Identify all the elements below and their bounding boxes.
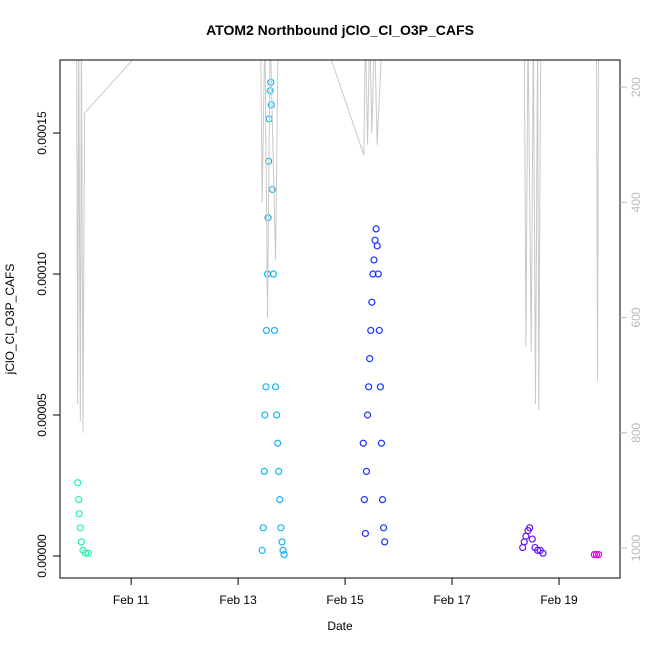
x-axis-label: Date (327, 619, 353, 633)
point (381, 538, 389, 546)
chart-title: ATOM2 Northbound jClO_Cl_O3P_CAFS (206, 22, 474, 38)
point (269, 270, 278, 278)
point (374, 270, 382, 278)
point (370, 256, 378, 264)
point (375, 326, 383, 335)
y2-tick-label: 1000 (629, 534, 643, 561)
point (373, 242, 381, 250)
point (268, 185, 276, 194)
point (363, 411, 372, 419)
point (360, 496, 368, 504)
point (276, 496, 284, 504)
x-tick-label: Feb 17 (433, 593, 471, 607)
point (77, 538, 85, 546)
x-tick-label: Feb 11 (113, 593, 150, 607)
point (273, 411, 281, 419)
point (379, 524, 388, 532)
point (260, 467, 268, 476)
point (278, 538, 286, 546)
point (365, 383, 373, 391)
point (366, 355, 374, 363)
y-tick-label: 0.00010 (35, 252, 49, 296)
point (75, 510, 83, 518)
point (275, 467, 283, 476)
point (271, 383, 280, 391)
point (280, 550, 288, 559)
point (362, 467, 371, 476)
x-tick-label: Feb 19 (540, 593, 578, 607)
point (75, 496, 83, 504)
point (262, 326, 271, 335)
point (367, 326, 375, 335)
point (76, 524, 84, 532)
point (277, 524, 285, 532)
point (274, 439, 282, 447)
point (372, 225, 380, 233)
point (259, 524, 267, 532)
point (74, 479, 82, 487)
y2-tick-label: 200 (629, 77, 643, 97)
x-tick-label: Feb 15 (326, 593, 364, 607)
point (526, 524, 534, 532)
point (261, 411, 269, 419)
point (369, 270, 377, 278)
altitude-line (76, 60, 600, 433)
point (270, 326, 279, 335)
point (258, 546, 266, 554)
point (368, 298, 376, 306)
y-axis-label: jClO_Cl_O3P_CAFS (3, 264, 17, 376)
point (592, 550, 601, 559)
y-tick-label: 0.00005 (35, 393, 49, 437)
point (534, 546, 542, 554)
y-tick-label: 0.00000 (35, 534, 49, 578)
point (377, 439, 386, 447)
y2-tick-label: 400 (629, 192, 643, 212)
y2-tick-label: 800 (629, 422, 643, 442)
point (267, 78, 275, 86)
point (539, 549, 547, 557)
x-tick-label: Feb 13 (219, 593, 257, 607)
point (84, 549, 92, 557)
point (359, 439, 367, 447)
point (595, 550, 603, 559)
y2-tick-label: 600 (629, 307, 643, 327)
point (361, 529, 370, 538)
plot-area (74, 60, 603, 559)
point (376, 383, 384, 391)
point (590, 550, 598, 559)
point (528, 535, 536, 543)
point (378, 496, 387, 504)
plot-frame (59, 59, 621, 579)
point (267, 101, 275, 109)
point (279, 546, 287, 554)
y-tick-label: 0.00015 (35, 111, 49, 155)
point (266, 87, 274, 95)
point (82, 549, 90, 557)
point (262, 383, 270, 391)
